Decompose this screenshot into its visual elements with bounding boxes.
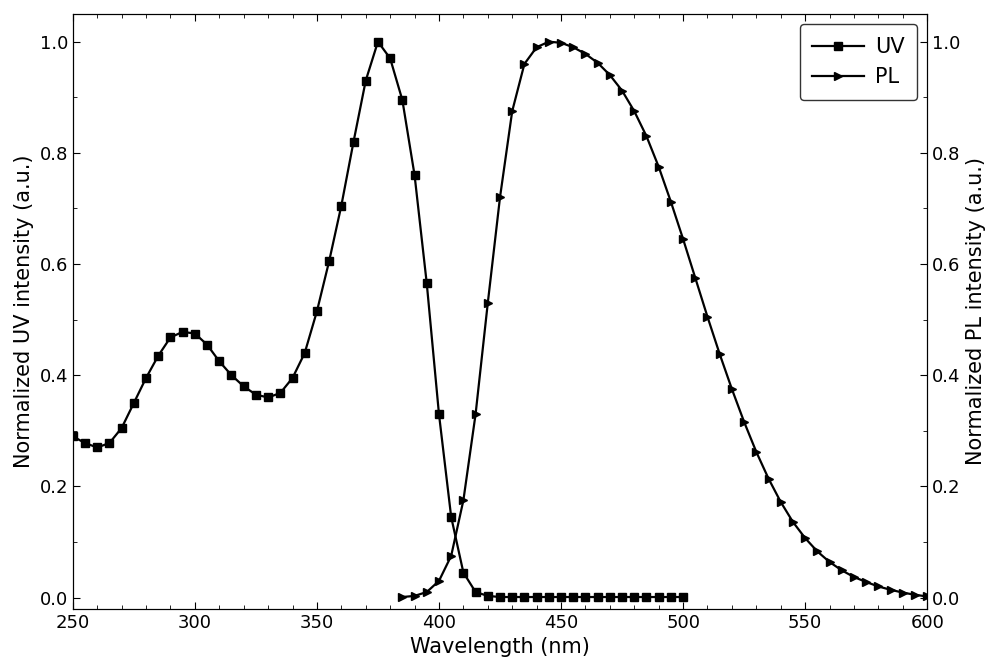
UV xyxy=(372,38,384,46)
PL xyxy=(433,577,445,585)
PL xyxy=(592,59,604,67)
PL xyxy=(921,592,933,601)
PL xyxy=(860,578,872,586)
UV xyxy=(494,593,506,601)
PL xyxy=(567,43,579,51)
X-axis label: Wavelength (nm): Wavelength (nm) xyxy=(410,637,590,657)
PL xyxy=(518,60,530,68)
Y-axis label: Normalized PL intensity (a.u.): Normalized PL intensity (a.u.) xyxy=(966,157,986,465)
PL xyxy=(506,107,518,115)
PL xyxy=(726,385,738,393)
PL xyxy=(482,299,494,307)
PL xyxy=(799,534,811,542)
PL xyxy=(824,558,836,566)
PL xyxy=(555,39,567,47)
PL xyxy=(665,198,677,206)
UV xyxy=(250,391,262,399)
PL xyxy=(579,50,591,58)
PL xyxy=(604,71,616,79)
UV xyxy=(262,393,274,401)
PL xyxy=(470,410,482,418)
PL xyxy=(653,163,665,171)
PL xyxy=(848,573,860,581)
Legend: UV, PL: UV, PL xyxy=(800,24,917,100)
PL xyxy=(421,588,433,596)
PL xyxy=(885,586,897,594)
UV xyxy=(201,341,213,349)
PL xyxy=(897,588,909,597)
PL xyxy=(811,548,823,556)
PL xyxy=(872,582,884,590)
PL xyxy=(457,497,469,505)
PL xyxy=(616,87,628,95)
Line: PL: PL xyxy=(398,38,931,601)
PL xyxy=(640,132,652,140)
PL xyxy=(701,313,713,321)
UV xyxy=(482,592,494,600)
PL xyxy=(750,448,762,456)
UV xyxy=(677,593,689,601)
UV xyxy=(531,593,543,601)
PL xyxy=(689,274,701,282)
Y-axis label: Normalized UV intensity (a.u.): Normalized UV intensity (a.u.) xyxy=(14,154,34,468)
PL xyxy=(775,498,787,506)
UV xyxy=(665,593,677,601)
PL xyxy=(494,193,506,201)
PL xyxy=(787,518,799,526)
PL xyxy=(738,418,750,426)
PL xyxy=(531,43,543,51)
PL xyxy=(763,474,775,482)
PL xyxy=(445,552,457,560)
PL xyxy=(628,107,640,115)
PL xyxy=(714,350,726,358)
PL xyxy=(409,592,421,600)
PL xyxy=(836,566,848,574)
PL xyxy=(543,38,555,46)
PL xyxy=(396,593,408,601)
PL xyxy=(677,235,689,243)
PL xyxy=(909,590,921,599)
Line: UV: UV xyxy=(69,38,687,601)
UV xyxy=(67,432,79,440)
